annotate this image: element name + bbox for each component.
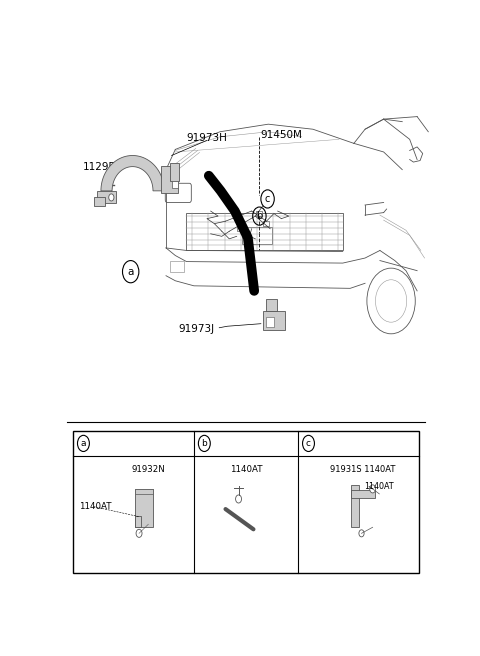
Bar [73, 431, 419, 573]
Bar [170, 163, 179, 181]
Bar [135, 489, 153, 494]
Text: a: a [128, 267, 134, 277]
Circle shape [109, 194, 114, 201]
Text: 1140AT: 1140AT [364, 482, 394, 491]
Circle shape [236, 495, 241, 503]
Bar [135, 489, 153, 527]
Bar [351, 485, 359, 527]
Text: 91932N: 91932N [132, 465, 165, 474]
Bar [264, 221, 269, 226]
Bar [266, 299, 277, 310]
Text: b: b [256, 211, 263, 221]
Text: 1140AT: 1140AT [230, 465, 262, 474]
Bar [238, 226, 243, 232]
Bar [351, 490, 375, 498]
Text: 91973J: 91973J [178, 324, 215, 334]
Bar [256, 211, 262, 216]
Bar [161, 165, 178, 194]
Bar [172, 181, 178, 188]
Bar [186, 213, 343, 251]
Text: c: c [306, 439, 311, 448]
Text: 91931S 1140AT: 91931S 1140AT [330, 465, 395, 474]
Text: 1140AT: 1140AT [79, 502, 111, 511]
Circle shape [136, 529, 142, 537]
Bar [94, 197, 106, 206]
Text: c: c [265, 194, 270, 204]
Bar [263, 310, 285, 330]
Bar [170, 260, 184, 272]
Text: 91973H: 91973H [187, 133, 228, 143]
Bar [242, 227, 272, 245]
Text: a: a [81, 439, 86, 448]
Text: 1129EY: 1129EY [83, 161, 122, 172]
Circle shape [359, 530, 364, 537]
Bar [135, 516, 141, 527]
Bar [266, 317, 274, 327]
Text: b: b [202, 439, 207, 448]
Circle shape [370, 485, 376, 493]
Polygon shape [101, 155, 164, 191]
Text: 91450M: 91450M [260, 131, 302, 140]
Bar [97, 191, 116, 203]
Bar [234, 214, 240, 218]
